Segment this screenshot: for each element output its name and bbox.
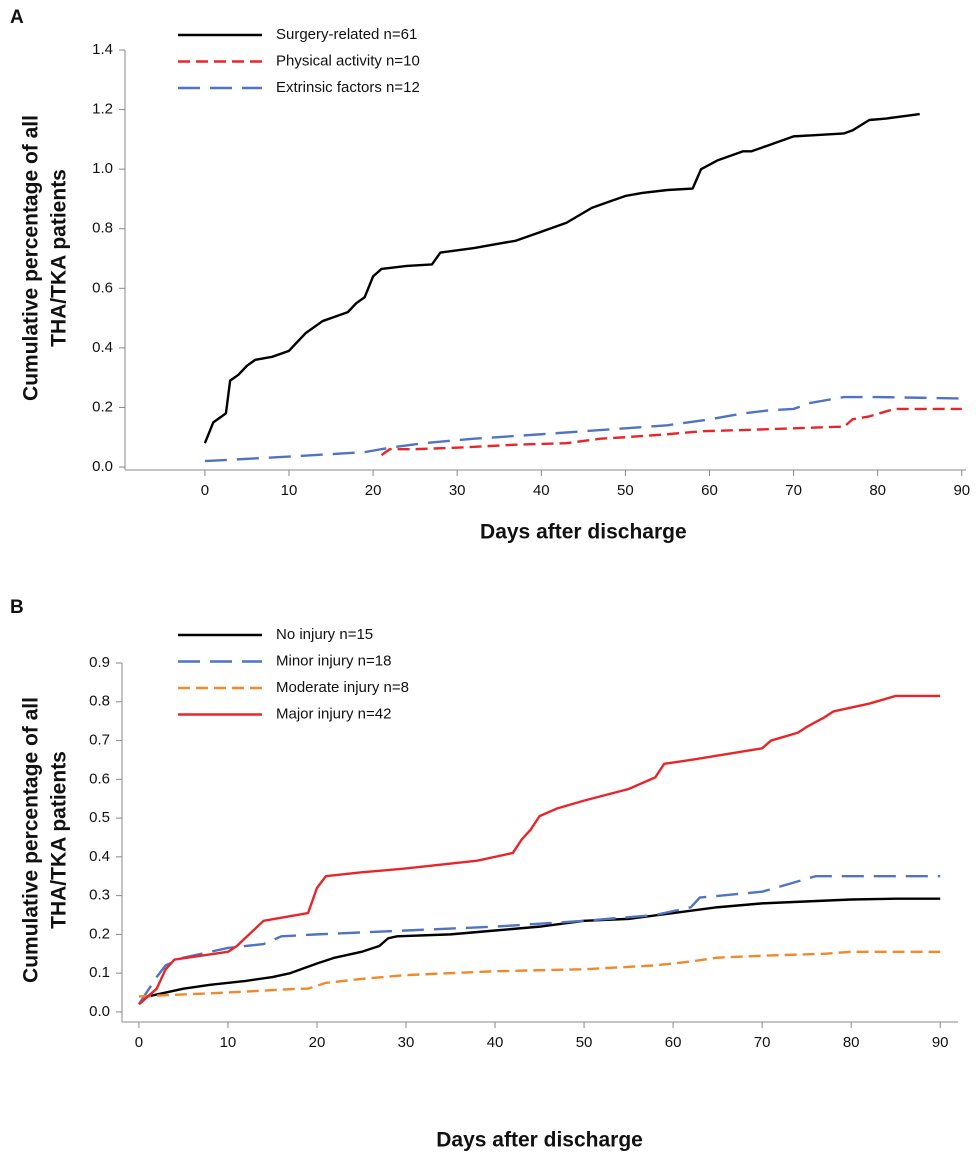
y-axis-label: THA/TKA patients — [48, 169, 71, 347]
x-tick-label: 30 — [449, 482, 466, 499]
y-axis-label: Cumulative percentage of all — [20, 697, 43, 983]
legend-label: Moderate injury n=8 — [276, 679, 409, 696]
x-tick-label: 0 — [201, 482, 209, 499]
legend-label: Physical activity n=10 — [276, 52, 420, 69]
legend-label: No injury n=15 — [276, 626, 373, 643]
data-line — [138, 694, 941, 1006]
y-tick-label: 0.8 — [89, 693, 110, 710]
x-tick-label: 10 — [220, 1034, 237, 1051]
data-line — [380, 407, 962, 457]
legend-label: Major injury n=42 — [276, 705, 391, 722]
y-tick-label: 0.3 — [89, 887, 110, 904]
x-tick-label: 20 — [365, 482, 382, 499]
legend-label: Minor injury n=18 — [276, 652, 391, 669]
y-tick-label: 0.4 — [92, 339, 113, 356]
x-tick-label: 60 — [665, 1034, 682, 1051]
legend-label: Extrinsic factors n=12 — [276, 79, 420, 96]
x-tick-label: 90 — [932, 1034, 949, 1051]
y-axis-label: Cumulative percentage of all — [20, 115, 43, 401]
y-tick-label: 0.0 — [92, 458, 113, 475]
panel-label: A — [10, 7, 24, 28]
x-tick-label: 30 — [398, 1034, 415, 1051]
x-tick-label: 0 — [135, 1034, 143, 1051]
x-tick-label: 40 — [487, 1034, 504, 1051]
x-tick-label: 60 — [701, 482, 718, 499]
x-tick-label: 50 — [617, 482, 634, 499]
x-tick-label: 20 — [309, 1034, 326, 1051]
data-line — [203, 112, 920, 444]
y-axis-label: THA/TKA patients — [48, 751, 71, 929]
y-tick-label: 0.0 — [89, 1003, 110, 1020]
y-tick-label: 0.2 — [92, 398, 113, 415]
data-line — [138, 950, 941, 998]
x-tick-label: 70 — [754, 1034, 771, 1051]
y-tick-label: 1.4 — [92, 41, 113, 58]
y-tick-label: 0.8 — [92, 220, 113, 237]
data-line — [138, 897, 941, 1006]
y-tick-label: 1.2 — [92, 101, 113, 118]
y-tick-label: 0.4 — [89, 848, 110, 865]
x-tick-label: 80 — [869, 482, 886, 499]
x-tick-label: 70 — [785, 482, 802, 499]
y-tick-label: 0.6 — [89, 770, 110, 787]
legend-label: Surgery-related n=61 — [276, 26, 417, 43]
x-axis-label: Days after discharge — [436, 1129, 643, 1152]
y-tick-label: 0.9 — [89, 654, 110, 671]
y-tick-label: 0.1 — [89, 964, 110, 981]
data-line — [204, 395, 962, 463]
panel-label: B — [10, 597, 24, 618]
x-tick-label: 80 — [843, 1034, 860, 1051]
x-tick-label: 10 — [281, 482, 298, 499]
y-tick-label: 0.6 — [92, 279, 113, 296]
y-tick-label: 1.0 — [92, 160, 113, 177]
y-tick-label: 0.7 — [89, 732, 110, 749]
x-tick-label: 90 — [953, 482, 970, 499]
y-tick-label: 0.5 — [89, 809, 110, 826]
x-axis-label: Days after discharge — [480, 521, 687, 544]
data-line — [137, 875, 941, 1005]
x-tick-label: 40 — [533, 482, 550, 499]
x-tick-label: 50 — [576, 1034, 593, 1051]
y-tick-label: 0.2 — [89, 925, 110, 942]
